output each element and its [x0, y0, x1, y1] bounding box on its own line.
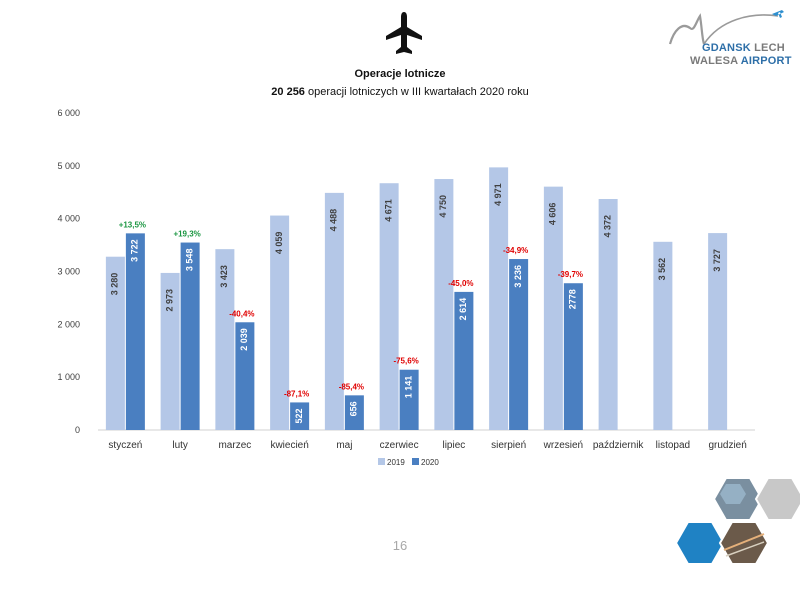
- x-tick-label: styczeń: [108, 440, 142, 451]
- bar-2019: [324, 192, 344, 430]
- x-tick-label: czerwiec: [380, 440, 419, 451]
- y-tick-label: 1 000: [57, 372, 80, 382]
- y-tick-label: 2 000: [57, 319, 80, 329]
- x-tick-label: marzec: [218, 440, 251, 451]
- x-tick-label: grudzień: [708, 440, 746, 451]
- bar-2020: [399, 369, 419, 430]
- bar-2020: [290, 402, 310, 430]
- change-label: -87,1%: [284, 389, 309, 398]
- x-tick-label: wrzesień: [543, 440, 583, 451]
- bar-2019: [105, 256, 125, 430]
- x-tick-label: kwiecień: [270, 440, 308, 451]
- data-label-2020: 2778: [568, 289, 578, 309]
- data-label-2020: 2 039: [239, 328, 249, 351]
- x-tick-label: październik: [593, 440, 645, 451]
- x-tick-label: listopad: [656, 440, 690, 451]
- legend-label-2019: 2019: [387, 458, 405, 467]
- airplane-icon: [386, 12, 422, 54]
- bar-2019: [215, 249, 235, 430]
- hexagon-blue: [674, 521, 726, 565]
- bar-2020: [454, 291, 474, 430]
- change-label: -45,0%: [448, 279, 473, 288]
- data-label-2019: 3 423: [219, 265, 229, 288]
- change-label: -75,6%: [393, 357, 418, 366]
- data-label-2020: 3 548: [185, 249, 195, 272]
- bar-2019: [543, 186, 563, 430]
- x-tick-label: lipiec: [442, 440, 465, 451]
- bar-2019: [160, 272, 180, 430]
- y-tick-label: 6 000: [57, 108, 80, 118]
- change-label: +13,5%: [119, 220, 146, 229]
- data-label-2019: 4 671: [384, 199, 394, 222]
- data-label-2020: 656: [349, 401, 359, 416]
- chart-subtitle: 20 256 operacji lotniczych w III kwartał…: [271, 86, 529, 98]
- bar-chart: 0 1 000 2 000 3 000 4 000 5 000 6 000 3 280 3 72…: [57, 108, 755, 467]
- change-label: +19,3%: [173, 230, 200, 239]
- bar-2019: [270, 215, 290, 430]
- y-tick-label: 0: [75, 425, 80, 435]
- x-tick-label: luty: [172, 440, 188, 451]
- data-label-2020: 1 141: [404, 376, 414, 399]
- data-label-2019: 4 372: [603, 215, 613, 238]
- data-label-2019: 2 973: [165, 289, 175, 312]
- legend-label-2020: 2020: [421, 458, 439, 467]
- x-tick-label: sierpień: [491, 440, 526, 451]
- data-label-2019: 4 488: [329, 209, 339, 232]
- change-label: -85,4%: [339, 382, 364, 391]
- legend-swatch-2019: [378, 458, 385, 465]
- change-label: -39,7%: [558, 270, 583, 279]
- data-label-2019: 3 727: [712, 249, 722, 272]
- bar-2019: [708, 233, 728, 430]
- y-tick-label: 3 000: [57, 267, 80, 277]
- logo-line-2: WALESA AIRPORT: [690, 55, 792, 67]
- data-label-2019: 4 971: [493, 183, 503, 206]
- bar-2019: [653, 241, 673, 430]
- data-label-2020: 522: [294, 408, 304, 423]
- bar-2020: [344, 395, 364, 430]
- data-label-2019: 4 059: [274, 232, 284, 255]
- x-tick-label: maj: [336, 440, 352, 451]
- page-number: 16: [392, 538, 408, 553]
- bar-2020: [509, 259, 529, 430]
- bar-2019: [598, 199, 618, 430]
- change-label: -40,4%: [229, 309, 254, 318]
- airport-logo: GDANSK LECH WALESA AIRPORT: [660, 8, 792, 70]
- bar-2020: [180, 242, 200, 430]
- bar-2020: [125, 233, 145, 430]
- data-label-2020: 3 722: [130, 239, 140, 262]
- bar-2020: [563, 283, 583, 430]
- change-label: -34,9%: [503, 246, 528, 255]
- data-label-2019: 3 280: [110, 273, 120, 296]
- data-label-2020: 3 236: [513, 265, 523, 288]
- data-label-2019: 4 750: [438, 195, 448, 218]
- logo-line-1: GDANSK LECH: [702, 42, 785, 54]
- legend-swatch-2020: [412, 458, 419, 465]
- y-tick-label: 5 000: [57, 161, 80, 171]
- chart-title: Operacje lotnicze: [354, 68, 446, 80]
- y-tick-label: 4 000: [57, 214, 80, 224]
- hexagon-grey: [754, 477, 800, 521]
- hexagon-photo-collage: [674, 477, 800, 565]
- bar-2019: [434, 179, 454, 430]
- bar-2020: [235, 322, 255, 430]
- data-label-2019: 3 562: [657, 258, 667, 281]
- bar-2019: [379, 183, 399, 430]
- data-label-2019: 4 606: [548, 203, 558, 226]
- data-label-2020: 2 614: [458, 298, 468, 321]
- bar-2019: [489, 167, 509, 431]
